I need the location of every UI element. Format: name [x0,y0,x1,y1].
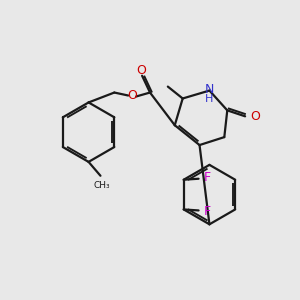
Text: CH₃: CH₃ [93,181,110,190]
Text: H: H [205,94,214,104]
Text: N: N [205,83,214,96]
Text: O: O [136,64,146,77]
Text: O: O [127,89,137,102]
Text: F: F [203,205,211,218]
Text: O: O [250,110,260,123]
Text: F: F [203,171,211,184]
